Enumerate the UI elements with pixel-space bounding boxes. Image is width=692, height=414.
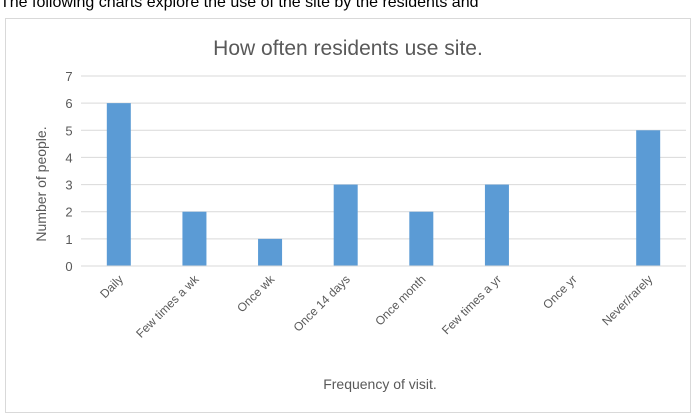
y-tick-label: 5 [65,123,72,138]
y-tick-label: 4 [65,150,72,165]
y-tick-label: 7 [65,69,72,84]
y-axis-label: Number of people. [33,126,49,241]
bar [636,130,661,266]
bar [258,238,283,266]
x-tick-label: Never/rarely [599,272,655,328]
x-axis-ticks: Daily Few times a wk Once wk Once 14 days On… [97,272,655,341]
y-tick-label: 3 [65,178,72,193]
bars [81,103,686,267]
y-tick-label: 1 [65,232,72,247]
bar [182,211,207,266]
x-tick-label: Once month [372,272,428,328]
bar [333,184,358,266]
document-caption: The following charts explore the use of … [0,0,479,11]
bar [484,184,509,266]
x-tick-label: Daily [97,272,126,301]
y-tick-label: 0 [65,259,72,274]
bar [409,211,434,266]
bar-chart: How often residents use site. Number of … [33,37,686,392]
y-axis-ticks: 0 1 2 3 4 5 6 7 [65,69,72,274]
bar [106,103,131,267]
gridlines [81,75,686,267]
x-axis-label: Frequency of visit. [323,376,437,392]
x-tick-label: Once yr [540,272,580,312]
x-tick-label: Once wk [234,272,278,316]
x-tick-label: Few times a wk [133,272,202,341]
chart-title: How often residents use site. [213,37,483,60]
y-tick-label: 2 [65,205,72,220]
y-tick-label: 6 [65,96,72,111]
x-tick-label: Once 14 days [291,272,353,334]
chart-container: How often residents use site. Number of … [5,18,691,413]
x-tick-label: Few times a yr [439,272,504,337]
